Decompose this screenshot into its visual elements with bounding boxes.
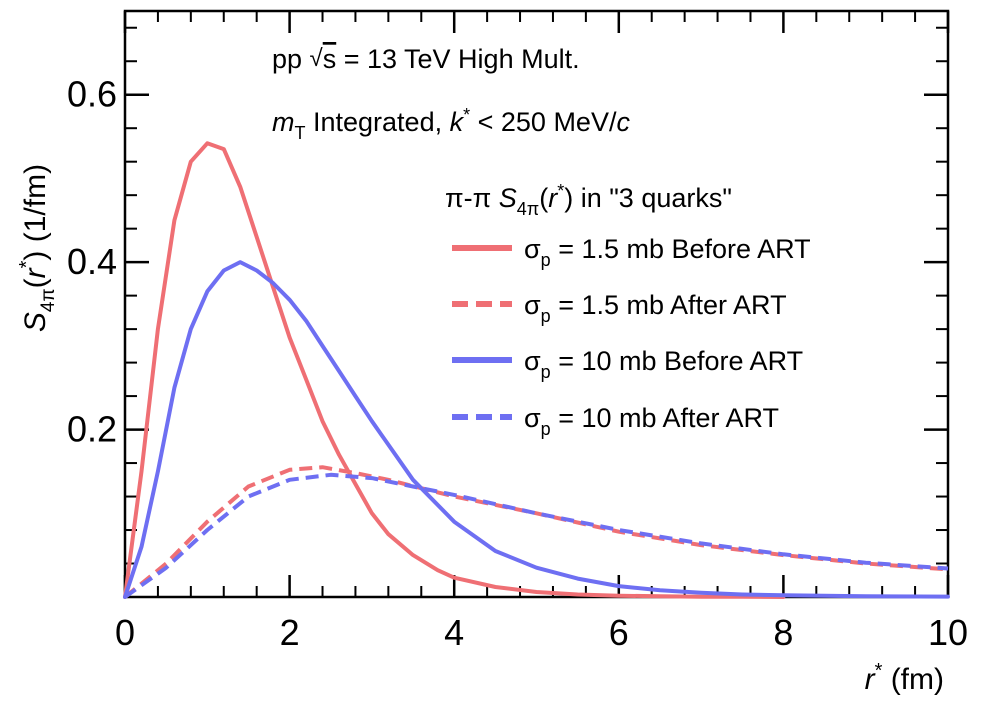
legend-entries: σp = 1.5 mb Before ART σp = 1.5 mb After … [452,234,811,439]
legend-label-1: σp = 1.5 mb Before ART [524,234,811,270]
legend-label-4: σp = 10 mb After ART [524,403,779,439]
y-tick-label: 0.4 [67,241,117,282]
x-tick-label: 2 [280,612,300,653]
legend: π-π S4π(r*) in "3 quarks" σp = 1.5 mb Be… [445,181,811,439]
annotation-collision-system: pp √s = 13 TeV High Mult. [272,44,580,74]
series-line-2 [123,465,949,599]
plot-frame [123,9,950,599]
series-line-4 [123,472,949,599]
x-tick-label: 10 [928,612,968,653]
legend-label-3: σp = 10 mb Before ART [524,346,803,382]
series-line-3 [123,260,950,599]
x-tick-label: 4 [444,612,464,653]
y-tick-label: 0.2 [67,409,117,450]
x-tick-label: 6 [609,612,629,653]
x-axis-title: r* (fm) [865,660,944,696]
x-tick-label: 8 [773,612,793,653]
legend-label-2: σp = 1.5 mb After ART [524,290,787,326]
tick-labels: 0 2 4 6 8 10 0.2 0.4 0.6 [67,74,968,653]
y-tick-label: 0.6 [67,74,117,115]
y-axis-title-group: S4π(r*) (1/fm) [16,164,59,332]
legend-title: π-π S4π(r*) in "3 quarks" [445,181,732,219]
series-layer [123,141,950,599]
y-axis-title: S4π(r*) (1/fm) [16,164,59,332]
series-line-1 [123,141,786,599]
annotation-mt-integrated: mT Integrated, k* < 250 MeV/c [272,105,630,143]
x-tick-label: 0 [115,612,135,653]
